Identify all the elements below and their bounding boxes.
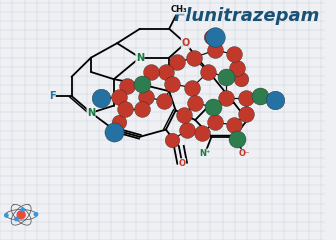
- Point: [243, 112, 248, 116]
- Point: [181, 113, 186, 117]
- Point: [33, 212, 39, 216]
- Point: [258, 94, 263, 98]
- Point: [149, 70, 154, 74]
- Text: O⁻: O⁻: [238, 149, 250, 158]
- Point: [116, 95, 121, 99]
- Point: [139, 107, 144, 111]
- Point: [175, 60, 180, 64]
- Point: [170, 82, 175, 86]
- Point: [189, 86, 195, 90]
- Point: [212, 35, 217, 39]
- Point: [243, 96, 248, 100]
- Point: [162, 99, 167, 103]
- Point: [116, 120, 121, 124]
- Point: [235, 66, 240, 70]
- Point: [193, 101, 198, 105]
- Text: N: N: [136, 53, 144, 63]
- Point: [206, 70, 211, 74]
- Point: [184, 128, 190, 132]
- Point: [212, 120, 217, 124]
- Point: [223, 75, 229, 79]
- Point: [111, 130, 117, 134]
- Point: [199, 131, 204, 135]
- Point: [209, 35, 214, 39]
- Point: [139, 82, 144, 86]
- Point: [210, 105, 216, 109]
- Point: [144, 95, 149, 99]
- Text: N: N: [87, 108, 95, 118]
- Text: N⁺: N⁺: [199, 149, 211, 158]
- Point: [238, 77, 243, 81]
- Point: [232, 123, 237, 127]
- Point: [212, 48, 217, 52]
- Point: [235, 137, 240, 141]
- Text: CH₃: CH₃: [171, 5, 187, 14]
- Point: [20, 208, 26, 212]
- Point: [98, 96, 103, 100]
- Text: O: O: [179, 159, 186, 168]
- Text: F: F: [49, 91, 55, 101]
- Text: O: O: [181, 38, 190, 48]
- Point: [124, 84, 130, 88]
- Point: [272, 98, 278, 102]
- Point: [232, 52, 237, 56]
- Point: [191, 56, 196, 60]
- Text: Flunitrazepam: Flunitrazepam: [174, 7, 321, 25]
- Point: [14, 217, 19, 221]
- Point: [123, 107, 128, 111]
- Point: [223, 96, 229, 100]
- Point: [4, 213, 9, 217]
- Point: [170, 138, 175, 142]
- Point: [18, 213, 24, 217]
- Point: [163, 70, 169, 74]
